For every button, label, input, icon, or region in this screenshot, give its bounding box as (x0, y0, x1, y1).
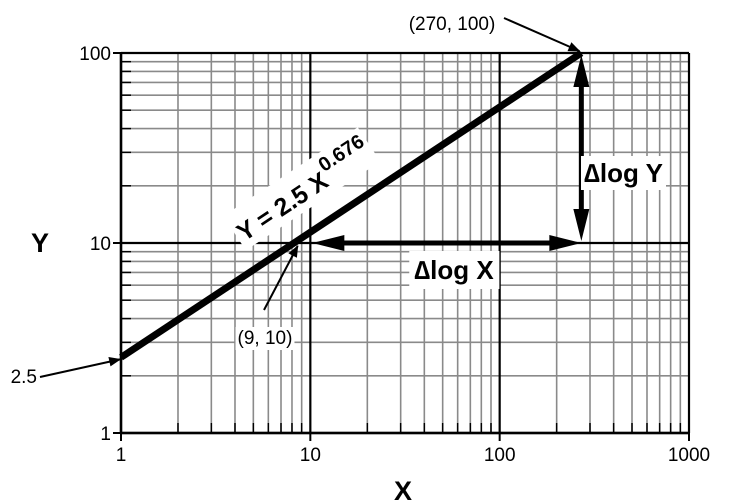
annotation-pointers (39, 17, 581, 378)
intercept-label: 2.5 (11, 367, 37, 388)
y-tick-label: 10 (90, 234, 111, 255)
top-point-pointer (503, 17, 581, 52)
x-tick-label: 1000 (668, 445, 710, 466)
x-tick-labels: 1 10 100 1000 (116, 445, 710, 466)
delta-arrows (312, 55, 590, 251)
y-tick-label: 100 (79, 44, 111, 65)
y-tick-labels: 1 10 100 (79, 44, 111, 445)
equation-background (223, 127, 381, 251)
intercept-pointer (39, 357, 122, 378)
delta-x-label-background (409, 251, 500, 289)
series-line (119, 50, 584, 361)
plot-frame (119, 53, 689, 435)
mid-point-pointer (263, 244, 299, 311)
intercept-label-background (8, 366, 39, 389)
top-point-label: (270, 100) (409, 14, 496, 35)
y-axis-label: Y (31, 228, 49, 258)
mid-point-label-background (235, 327, 295, 350)
delta-x-label: ∆log X (414, 255, 494, 285)
x-tick-label: 100 (484, 445, 516, 466)
x-axis-label: X (394, 476, 412, 504)
x-tick-label: 1 (116, 445, 127, 466)
mid-point-label: (9, 10) (238, 328, 293, 349)
x-tick-label: 10 (300, 445, 321, 466)
top-point-label-background (406, 13, 498, 36)
delta-x-arrowhead-right (549, 235, 582, 251)
delta-y-arrowhead-top (573, 55, 590, 87)
axis-ticks (113, 52, 690, 441)
series-line-path (119, 50, 584, 361)
delta-y-label: ∆log Y (584, 158, 663, 188)
delta-x-arrowhead-left (312, 235, 345, 251)
delta-y-arrowhead-bottom (573, 209, 590, 241)
y-tick-label: 1 (100, 424, 111, 445)
delta-y-label-background (581, 156, 666, 190)
